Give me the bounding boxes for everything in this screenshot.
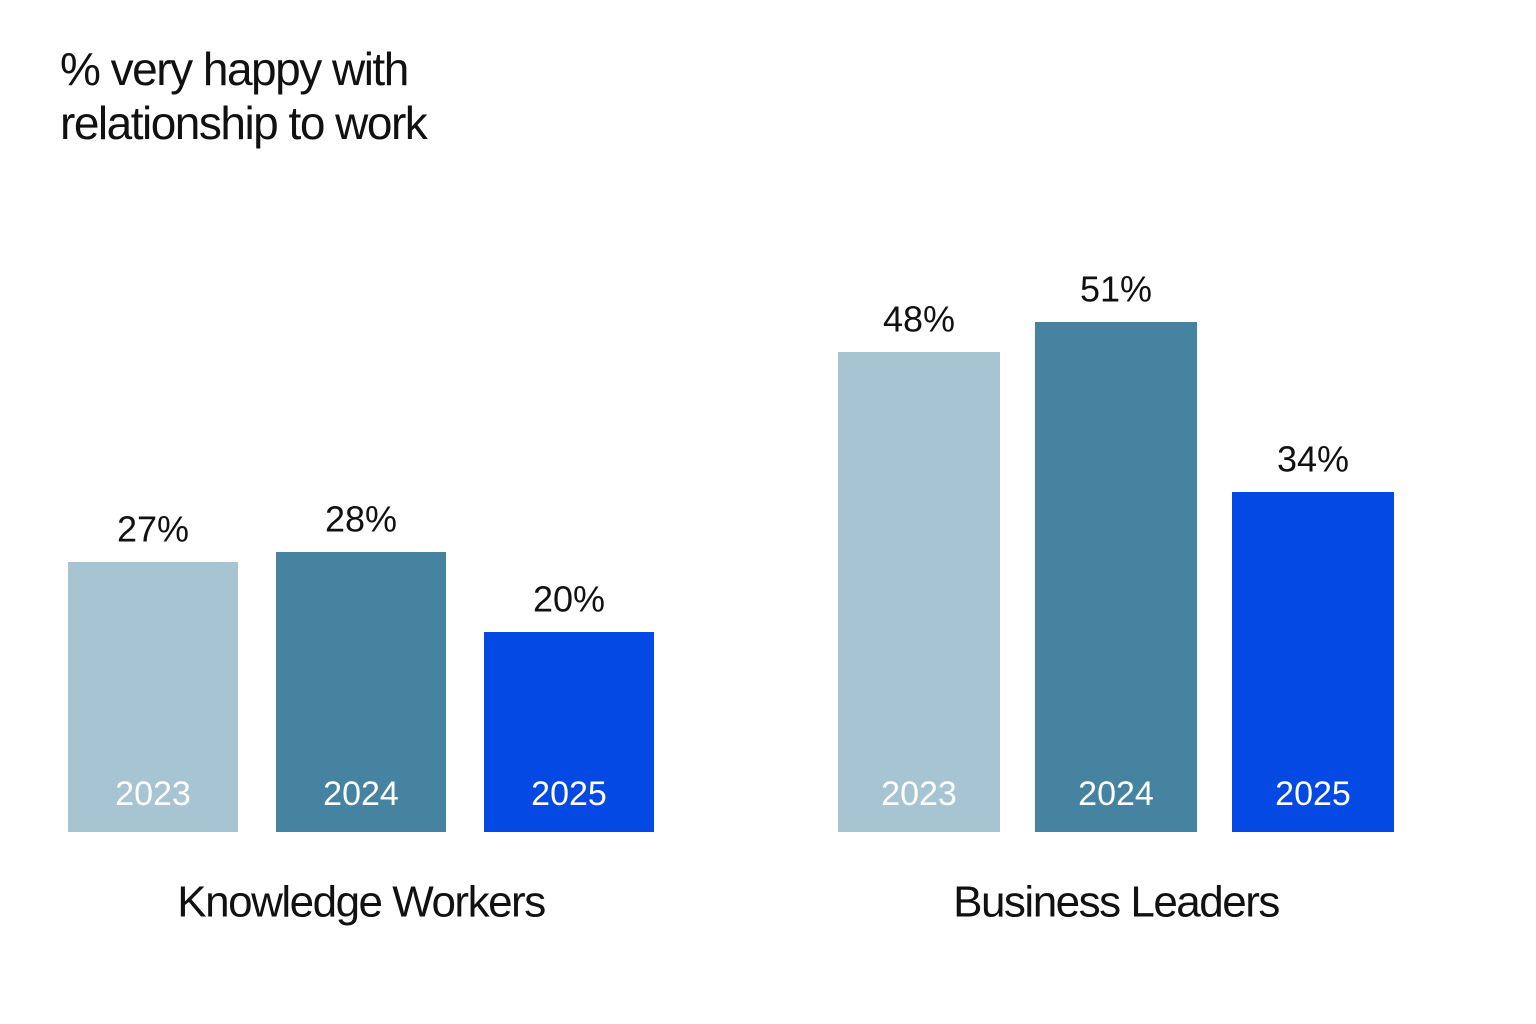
x-tick-label: 2025: [1275, 775, 1351, 813]
value-label: 28%: [325, 499, 397, 540]
bar: [484, 632, 654, 832]
bar: [1232, 492, 1394, 832]
x-tick-label: 2024: [323, 775, 399, 813]
x-tick-label: 2023: [881, 775, 957, 813]
value-label: 34%: [1277, 439, 1349, 480]
value-label: 48%: [883, 299, 955, 340]
bar: [276, 552, 446, 832]
group-label: Business Leaders: [953, 878, 1279, 927]
x-tick-label: 2024: [1078, 775, 1154, 813]
bar: [1035, 322, 1197, 832]
bar: [68, 562, 238, 832]
bar: [838, 352, 1000, 832]
value-label: 20%: [533, 579, 605, 620]
x-tick-label: 2023: [115, 775, 191, 813]
group-label: Knowledge Workers: [177, 878, 545, 927]
value-label: 27%: [117, 509, 189, 550]
x-tick-label: 2025: [531, 775, 607, 813]
value-label: 51%: [1080, 269, 1152, 310]
chart-title: % very happy with relationship to work: [60, 43, 428, 149]
